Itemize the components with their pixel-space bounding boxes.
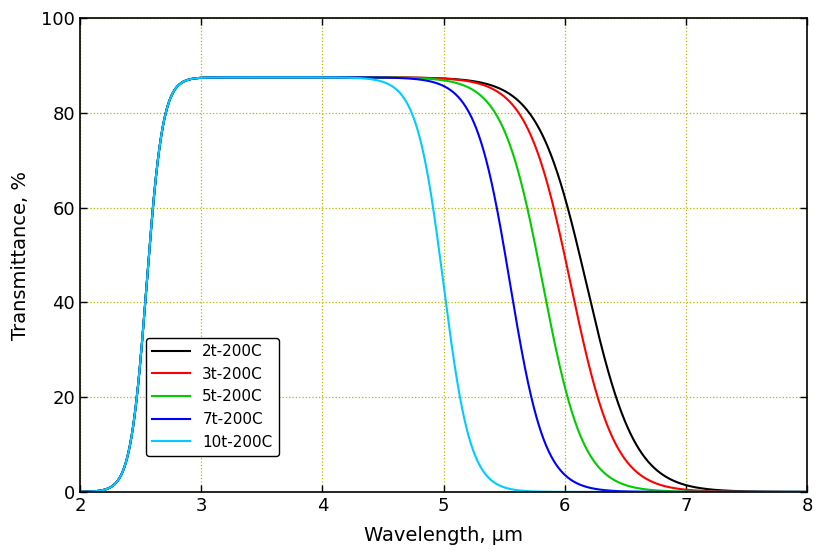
2t-200C [803,489,812,495]
Line: 3t-200C: 3t-200C [80,77,808,492]
2t-200C [386,74,396,81]
Line: 2t-200C: 2t-200C [80,77,808,492]
3t-200C [75,489,85,495]
2t-200C [201,75,211,81]
3t-200C [255,74,265,81]
7t-200C [257,74,267,81]
3t-200C [201,75,211,81]
X-axis label: Wavelength, μm: Wavelength, μm [364,526,523,545]
10t-200C [789,489,798,495]
7t-200C [75,489,85,495]
2t-200C [789,489,798,495]
2t-200C [158,123,168,130]
7t-200C [386,75,396,81]
Line: 7t-200C: 7t-200C [80,77,808,492]
10t-200C [709,489,719,495]
7t-200C [789,489,798,495]
3t-200C [709,488,719,495]
7t-200C [803,489,812,495]
10t-200C [386,82,396,88]
5t-200C [255,74,265,81]
Legend: 2t-200C, 3t-200C, 5t-200C, 7t-200C, 10t-200C: 2t-200C, 3t-200C, 5t-200C, 7t-200C, 10t-… [146,338,279,456]
3t-200C [158,123,168,130]
2t-200C [709,486,719,493]
2t-200C [354,74,364,81]
2t-200C [252,74,262,81]
2t-200C [75,489,85,495]
3t-200C [789,489,798,495]
5t-200C [386,74,396,81]
10t-200C [201,75,211,81]
10t-200C [253,74,263,81]
Line: 10t-200C: 10t-200C [80,77,808,492]
3t-200C [803,489,812,495]
7t-200C [158,123,168,130]
10t-200C [354,75,364,81]
5t-200C [75,489,85,495]
5t-200C [201,75,211,81]
3t-200C [386,74,396,81]
10t-200C [75,489,85,495]
5t-200C [803,489,812,495]
7t-200C [709,489,719,495]
10t-200C [803,489,812,495]
5t-200C [789,489,798,495]
Line: 5t-200C: 5t-200C [80,77,808,492]
3t-200C [354,74,364,81]
7t-200C [354,74,364,81]
5t-200C [158,123,168,130]
5t-200C [354,74,364,81]
Y-axis label: Transmittance, %: Transmittance, % [11,171,30,340]
10t-200C [158,123,168,130]
5t-200C [709,489,719,495]
7t-200C [201,75,211,81]
